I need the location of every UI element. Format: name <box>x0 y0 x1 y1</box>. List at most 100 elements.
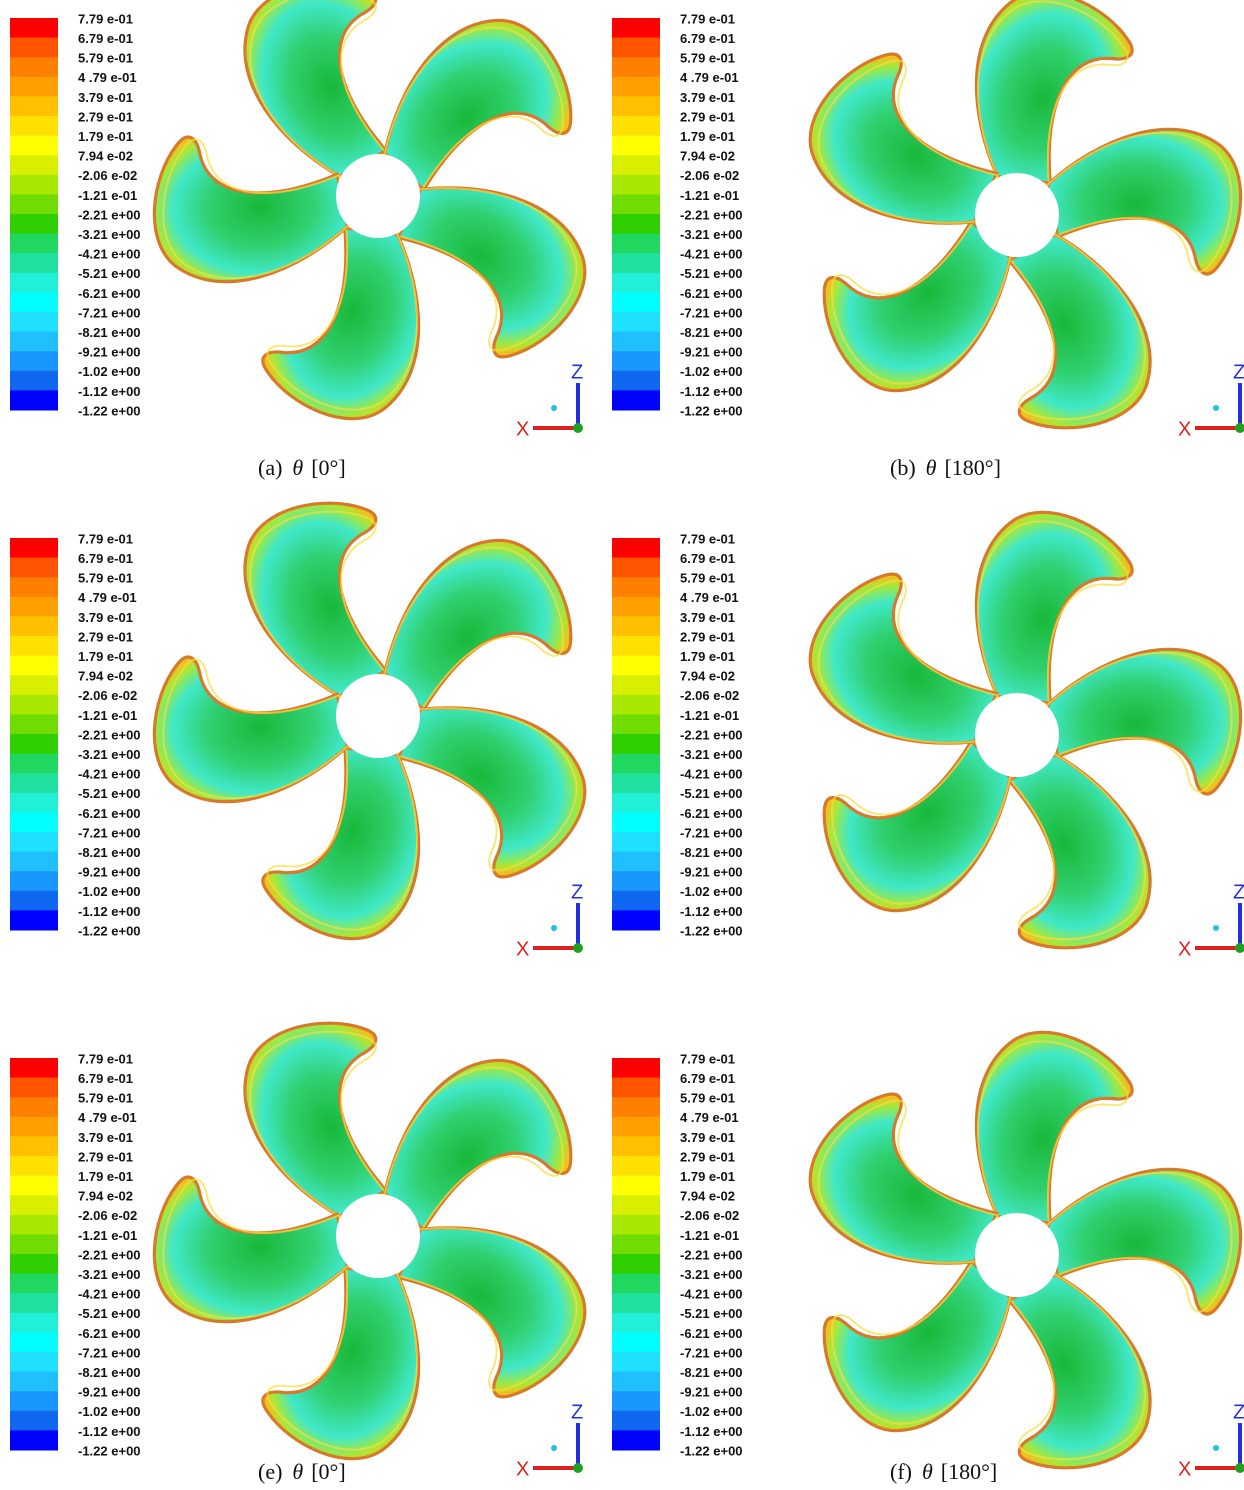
hub <box>975 693 1059 777</box>
hub <box>975 173 1059 257</box>
colorbar-label: 1.79 e-01 <box>680 649 735 664</box>
colorbar-label: -4.21 e+00 <box>78 247 141 262</box>
colorbar-band <box>10 1391 58 1411</box>
propeller <box>152 483 609 954</box>
colorbar-label: -4.21 e+00 <box>680 767 743 782</box>
origin <box>573 943 583 953</box>
colorbar-band <box>612 577 660 597</box>
colorbar-label: -8.21 e+00 <box>680 845 743 860</box>
z-label: Z <box>571 1401 583 1423</box>
colorbar-label: -7.21 e+00 <box>78 1345 141 1360</box>
colorbar-label: 1.79 e-01 <box>78 649 133 664</box>
colorbar-band <box>612 1411 660 1431</box>
colorbar-label: -2.06 e-02 <box>680 1208 739 1223</box>
colorbar-label: -6.21 e+00 <box>78 286 141 301</box>
colorbar-band <box>612 832 660 852</box>
colorbar-band <box>10 1136 58 1156</box>
colorbar-label: -1.12 e+00 <box>78 904 141 919</box>
colorbar-band <box>612 1234 660 1254</box>
colorbar-label: 2.79 e-01 <box>78 1149 133 1164</box>
colorbar-label: 2.79 e-01 <box>78 109 133 124</box>
colorbar-band <box>10 852 58 872</box>
colorbar-band <box>612 57 660 77</box>
caption: (a)θ[0°] <box>258 455 346 480</box>
caption-label: (a) <box>258 455 282 480</box>
colorbar-label: -1.12 e+00 <box>680 384 743 399</box>
hub <box>336 1194 420 1278</box>
panel: 7.79 e-016.79 e-015.79 e-014 .79 e-013.7… <box>612 0 1244 480</box>
colorbar-label: -2.06 e-02 <box>78 688 137 703</box>
colorbar-label: 4 .79 e-01 <box>680 1110 739 1125</box>
colorbar-band <box>10 1372 58 1392</box>
y-dot <box>551 1445 557 1451</box>
colorbar-label: -1.02 e+00 <box>680 884 743 899</box>
colorbar-label: -1.22 e+00 <box>680 923 743 938</box>
colorbar-label: -9.21 e+00 <box>680 345 743 360</box>
colorbar-label: -6.21 e+00 <box>78 806 141 821</box>
caption-symbol: θ <box>292 455 303 480</box>
colorbar-band <box>612 793 660 813</box>
colorbar-label: 3.79 e-01 <box>78 90 133 105</box>
colorbar-label: -1.02 e+00 <box>78 364 141 379</box>
colorbar-label: -1.22 e+00 <box>680 403 743 418</box>
colorbar-band <box>10 18 58 38</box>
colorbar-band <box>10 812 58 832</box>
colorbar-label: 2.79 e-01 <box>680 629 735 644</box>
propeller <box>786 497 1243 968</box>
panel: 7.79 e-016.79 e-015.79 e-014 .79 e-013.7… <box>612 1017 1244 1488</box>
colorbar-band <box>612 38 660 58</box>
colorbar-band <box>612 371 660 391</box>
colorbar-label: 7.79 e-01 <box>78 1051 133 1066</box>
colorbar-label: 2.79 e-01 <box>78 629 133 644</box>
colorbar-label: -1.22 e+00 <box>78 403 141 418</box>
colorbar-label: 1.79 e-01 <box>680 129 735 144</box>
panel: 7.79 e-016.79 e-015.79 e-014 .79 e-013.7… <box>10 0 609 480</box>
colorbar-label: 2.79 e-01 <box>680 109 735 124</box>
colorbar-label: -1.21 e-01 <box>78 188 137 203</box>
colorbar-label: 4 .79 e-01 <box>680 590 739 605</box>
colorbar-label: -1.02 e+00 <box>78 1404 141 1419</box>
colorbar-band <box>10 214 58 234</box>
colorbar-band <box>612 1332 660 1352</box>
panel: 7.79 e-016.79 e-015.79 e-014 .79 e-013.7… <box>10 1003 609 1484</box>
colorbar-band <box>612 292 660 312</box>
colorbar-band <box>612 910 660 930</box>
colorbar-label: -3.21 e+00 <box>78 747 141 762</box>
colorbar-band <box>612 538 660 558</box>
y-dot <box>551 405 557 411</box>
colorbar-band <box>10 1195 58 1215</box>
origin <box>1235 943 1244 953</box>
caption-label: (b) <box>890 455 916 480</box>
colorbar-label: -9.21 e+00 <box>78 865 141 880</box>
colorbar-band <box>612 1391 660 1411</box>
colorbar-label: -1.21 e-01 <box>680 708 739 723</box>
origin <box>1235 423 1244 433</box>
colorbar-label: -1.12 e+00 <box>680 1424 743 1439</box>
colorbar-label: -1.21 e-01 <box>78 1228 137 1243</box>
propeller <box>786 0 1243 448</box>
colorbar-label: -7.21 e+00 <box>680 305 743 320</box>
caption-angle: [180°] <box>944 455 1000 480</box>
colorbar-band <box>612 1430 660 1450</box>
colorbar-label: 7.79 e-01 <box>78 531 133 546</box>
colorbar-band <box>612 77 660 97</box>
colorbar-band <box>10 773 58 793</box>
axis-triad: XZ <box>1178 361 1244 440</box>
colorbar-band <box>10 77 58 97</box>
colorbar-band <box>10 675 58 695</box>
colorbar-band <box>612 773 660 793</box>
caption-symbol: θ <box>922 1459 933 1484</box>
colorbar-band <box>612 18 660 38</box>
colorbar-label: 4 .79 e-01 <box>78 1110 137 1125</box>
colorbar-label: -6.21 e+00 <box>78 1326 141 1341</box>
colorbar-band <box>10 155 58 175</box>
colorbar-label: 3.79 e-01 <box>680 90 735 105</box>
colorbar-label: 1.79 e-01 <box>78 129 133 144</box>
colorbar-label: 6.79 e-01 <box>78 31 133 46</box>
colorbar-label: -8.21 e+00 <box>78 1365 141 1380</box>
colorbar-label: -6.21 e+00 <box>680 1326 743 1341</box>
colorbar-band <box>10 558 58 578</box>
colorbar-band <box>612 1274 660 1294</box>
colorbar-band <box>10 116 58 136</box>
caption-label: (f) <box>890 1459 912 1484</box>
